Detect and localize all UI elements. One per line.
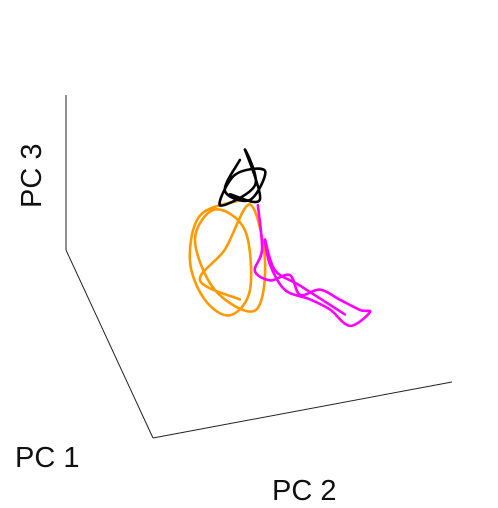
- trajectory: [188, 198, 267, 317]
- x-axis-label: PC 1: [15, 442, 79, 474]
- trajectory: [253, 203, 372, 328]
- x-axis: [65, 249, 154, 439]
- y-axis-label: PC 2: [272, 475, 336, 507]
- z-axis-label: PC 3: [16, 144, 48, 208]
- trajectory: [218, 148, 267, 207]
- plot-area: [188, 148, 372, 328]
- y-axis: [152, 381, 453, 439]
